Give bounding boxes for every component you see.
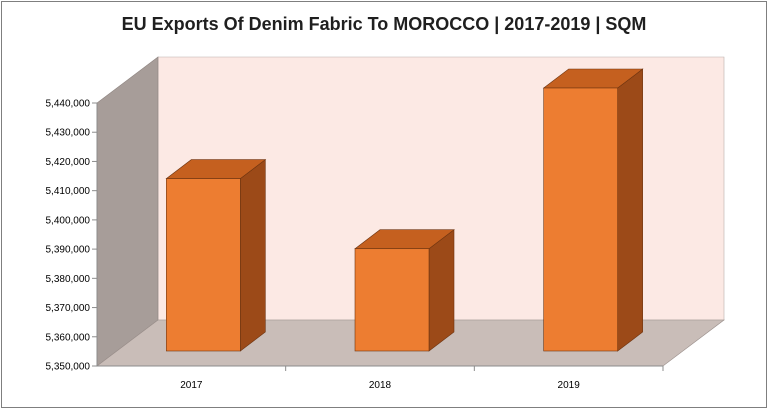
y-tick-label: 5,420,000 — [46, 157, 91, 168]
bar-side — [617, 68, 643, 352]
y-tick-label: 5,360,000 — [46, 332, 91, 343]
side-wall — [96, 56, 159, 367]
y-tick-label: 5,410,000 — [46, 186, 91, 197]
y-tick-label: 5,390,000 — [46, 245, 91, 256]
y-tick-label: 5,380,000 — [46, 274, 91, 285]
bar-front — [354, 248, 430, 352]
bar-side — [428, 229, 455, 352]
x-tick-label: 2017 — [180, 380, 203, 391]
bar-2017 — [165, 158, 267, 352]
y-tick-label: 5,440,000 — [46, 99, 91, 110]
x-axis: 2017 2018 2019 — [180, 366, 664, 391]
bars — [165, 68, 644, 352]
y-tick-label: 5,400,000 — [46, 215, 91, 226]
bar-front — [166, 178, 241, 352]
y-tick-label: 5,350,000 — [46, 362, 91, 373]
y-tick-label: 5,430,000 — [46, 128, 91, 139]
y-tick-label: 5,370,000 — [46, 303, 91, 314]
y-axis: 5,350,000 5,360,000 5,370,000 5,380,000 5,39… — [46, 99, 663, 373]
x-tick-label: 2019 — [558, 380, 581, 391]
bar-front — [543, 87, 618, 352]
bar-side — [240, 158, 266, 352]
bar-2018 — [354, 229, 455, 352]
chart-title: EU Exports Of Denim Fabric To MOROCCO | … — [121, 14, 647, 34]
bar-2019 — [542, 68, 644, 352]
x-tick-label: 2018 — [369, 380, 392, 391]
